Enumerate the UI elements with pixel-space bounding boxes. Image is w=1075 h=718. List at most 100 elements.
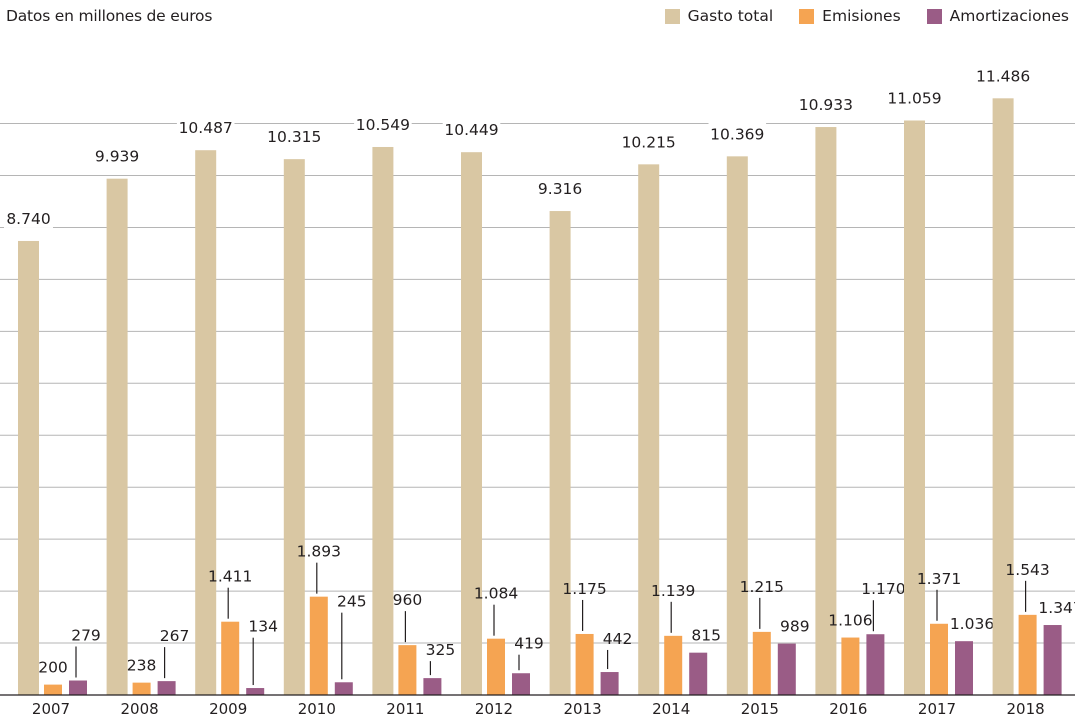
x-tick-label: 2012	[475, 700, 513, 718]
x-tick-label: 2009	[209, 700, 247, 718]
bar-emisiones	[752, 631, 771, 695]
bar-emisiones	[841, 637, 860, 695]
data-label-emisiones: 1.084	[474, 585, 518, 603]
bar-amortizaciones	[334, 682, 353, 695]
data-label-emisiones: 1.893	[297, 543, 341, 561]
bar-gasto-total	[726, 156, 748, 695]
bar-gasto-total	[372, 146, 394, 695]
bar-emisiones	[487, 638, 505, 695]
label-background	[92, 144, 142, 166]
x-tick-label: 2014	[652, 700, 690, 718]
data-label-emisiones: 200	[38, 659, 68, 677]
label-background	[974, 64, 1032, 86]
x-tick-label: 2011	[386, 700, 424, 718]
legend-item-gasto-total: Gasto total	[664, 7, 774, 25]
data-label-amortizaciones: 1.170	[861, 580, 905, 598]
bar-amortizaciones	[955, 641, 973, 695]
bar-gasto-total	[195, 150, 217, 696]
bar-gasto-total	[283, 159, 305, 696]
bar-amortizaciones	[157, 681, 176, 695]
bar-gasto-total	[461, 152, 482, 696]
bar-amortizaciones	[246, 688, 265, 695]
bar-emisiones	[575, 633, 594, 695]
data-label-gasto-total: 10.369	[710, 125, 764, 143]
bar-amortizaciones	[1043, 625, 1062, 695]
bar-amortizaciones	[689, 652, 708, 695]
bar-emisiones	[44, 684, 62, 695]
bar-gasto-total	[904, 120, 925, 695]
data-label-emisiones: 238	[127, 657, 157, 675]
data-label-amortizaciones: 1.347	[1038, 599, 1075, 617]
data-label-gasto-total: 10.315	[267, 128, 321, 146]
data-label-amortizaciones: 815	[691, 627, 721, 645]
x-tick-label: 2007	[32, 700, 70, 718]
bar-amortizaciones	[69, 680, 87, 695]
bar-gasto-total	[815, 127, 837, 695]
data-label-amortizaciones: 279	[71, 627, 101, 645]
data-label-amortizaciones: 419	[514, 635, 544, 653]
data-label-gasto-total: 10.933	[799, 96, 853, 114]
bar-emisiones	[221, 621, 240, 695]
data-label-gasto-total: 11.059	[887, 89, 941, 107]
legend-item-amortizaciones: Amortizaciones	[926, 7, 1069, 25]
bar-emisiones	[930, 623, 948, 695]
bar-gasto-total	[549, 211, 571, 696]
data-label-gasto-total: 10.549	[356, 116, 410, 134]
legend-label-amortizaciones: Amortizaciones	[949, 7, 1069, 25]
label-background	[354, 112, 412, 134]
data-label-gasto-total: 11.486	[976, 67, 1030, 85]
data-label-emisiones: 1.215	[740, 578, 784, 596]
x-tick-label: 2015	[741, 700, 779, 718]
bar-gasto-total	[638, 164, 660, 695]
data-label-gasto-total: 9.939	[95, 148, 139, 166]
x-tick-label: 2008	[121, 700, 159, 718]
x-tick-label: 2018	[1007, 700, 1045, 718]
legend-label-emisiones: Emisiones	[822, 7, 901, 25]
data-label-emisiones: 1.106	[828, 612, 872, 630]
bar-emisiones	[309, 596, 328, 695]
x-tick-label: 2013	[564, 700, 602, 718]
data-label-gasto-total: 9.316	[538, 180, 582, 198]
bar-emisiones	[398, 645, 417, 695]
data-label-gasto-total: 10.215	[622, 133, 676, 151]
data-label-amortizaciones: 134	[248, 618, 278, 636]
data-label-emisiones: 1.411	[208, 568, 252, 586]
bar-gasto-total	[106, 178, 128, 695]
bar-gasto-total	[992, 98, 1014, 696]
data-label-gasto-total: 10.487	[179, 119, 233, 137]
bar-amortizaciones	[866, 634, 885, 695]
bar-amortizaciones	[777, 643, 796, 695]
x-tick-label: 2010	[298, 700, 336, 718]
label-background	[442, 118, 501, 140]
label-background	[265, 125, 324, 147]
chart-subtitle: Datos en millones de euros	[6, 7, 213, 25]
data-label-amortizaciones: 989	[780, 618, 810, 636]
label-background	[619, 130, 678, 152]
bar-emisiones	[1018, 614, 1037, 695]
label-background	[535, 177, 585, 199]
bar-amortizaciones	[512, 673, 530, 695]
label-background	[797, 93, 855, 115]
data-label-amortizaciones: 442	[603, 630, 633, 648]
legend-swatch-gasto-total	[664, 8, 680, 24]
label-background	[885, 86, 944, 108]
label-background	[4, 206, 53, 228]
data-label-emisiones: 960	[393, 591, 423, 609]
label-background	[708, 122, 767, 144]
x-tick-label: 2017	[918, 700, 956, 718]
chart-legend: Gasto total Emisiones Amortizaciones	[639, 7, 1069, 25]
legend-swatch-amortizaciones	[926, 8, 942, 24]
data-label-amortizaciones: 267	[160, 627, 190, 645]
data-label-emisiones: 1.543	[1005, 561, 1049, 579]
legend-label-gasto-total: Gasto total	[687, 7, 774, 25]
label-background	[176, 116, 235, 138]
data-label-emisiones: 1.371	[917, 570, 961, 588]
x-tick-label: 2016	[829, 700, 867, 718]
data-label-emisiones: 1.175	[562, 580, 606, 598]
data-label-emisiones: 1.139	[651, 582, 695, 600]
bar-gasto-total	[18, 240, 39, 695]
legend-swatch-emisiones	[799, 8, 815, 24]
data-label-amortizaciones: 245	[337, 593, 367, 611]
data-label-amortizaciones: 325	[426, 641, 456, 659]
